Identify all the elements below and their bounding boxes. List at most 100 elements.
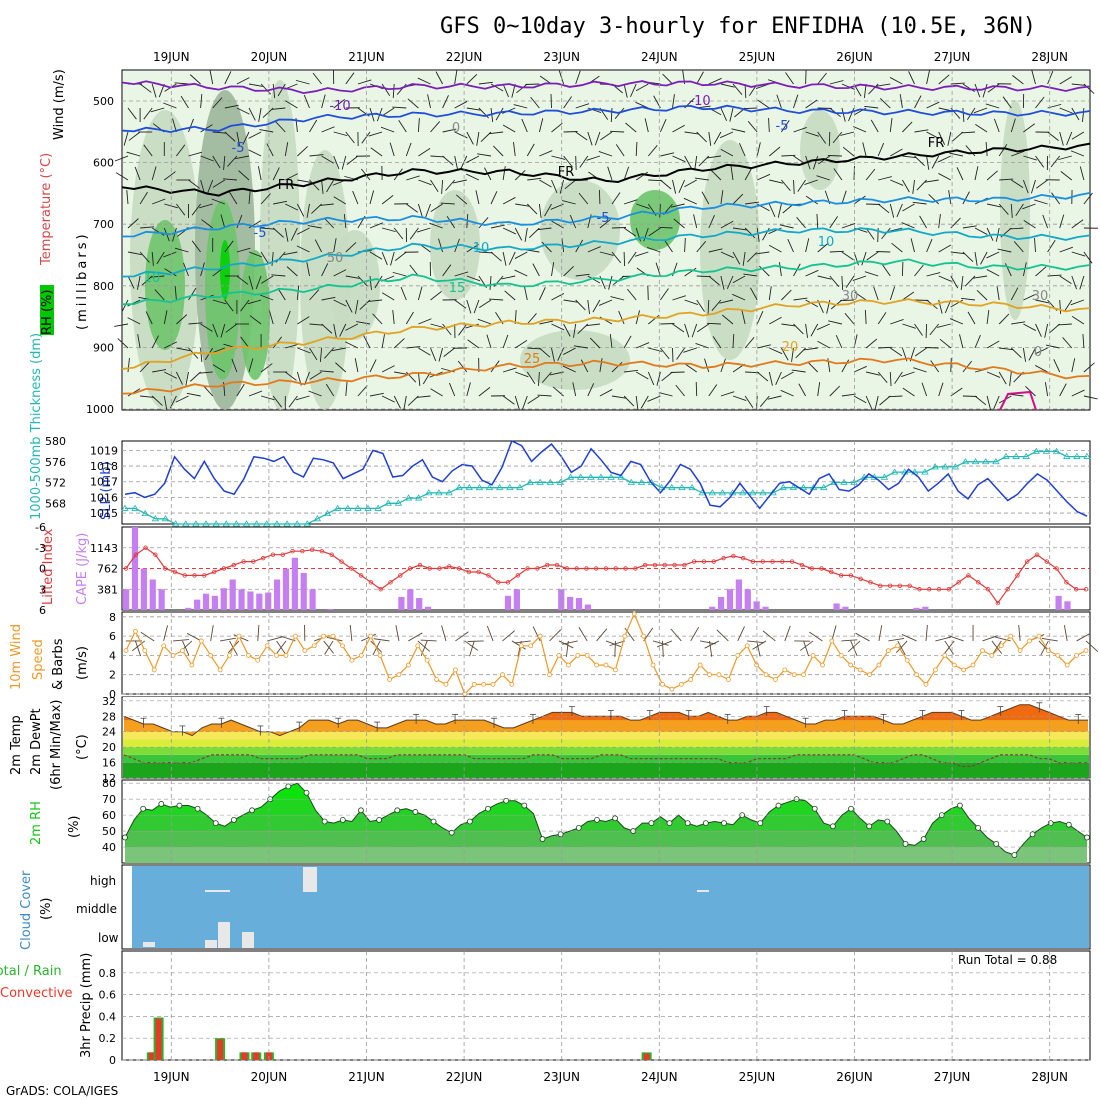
cloud-title: Cloud Cover (19, 870, 34, 950)
wind-speed-point (443, 681, 449, 687)
thickness-point (931, 463, 939, 470)
wind-barb (914, 264, 924, 277)
wind-tick: 0 (109, 688, 116, 701)
wind10m-barb (831, 625, 837, 642)
wind10m-barb (1041, 637, 1058, 642)
lifted-index-point (554, 562, 560, 568)
wind-barb (706, 155, 721, 159)
wind-barb (1051, 192, 1061, 205)
precip-tick: 0.8 (99, 967, 117, 980)
wind-barb (1023, 219, 1036, 229)
wind10m-barb (469, 640, 475, 657)
isotherm-label: FR (928, 136, 945, 151)
wind-barb (466, 299, 472, 314)
wind-barb (967, 311, 976, 325)
lifted-index-point (280, 552, 285, 557)
cape-bar (567, 596, 574, 610)
wind10m-barb (1040, 640, 1049, 656)
wind-barb (914, 95, 922, 109)
wind-barb (648, 227, 661, 237)
wind-barb (732, 275, 746, 284)
wind-barb (853, 195, 866, 205)
wind-barb (224, 299, 234, 312)
cape-bar (762, 606, 769, 610)
lifted-index-point (858, 576, 863, 582)
wind-barb (514, 395, 520, 410)
wind-barb (742, 251, 746, 266)
lifted-index-point (917, 587, 922, 592)
dewpt2m-label: 2m DewPt (29, 708, 44, 775)
wind10m-barb (609, 640, 625, 647)
wind10m-barb (752, 640, 767, 650)
cape-bar (282, 568, 290, 610)
wind-barb (539, 179, 552, 188)
wind-barb (644, 118, 649, 133)
wind-speed-point (678, 681, 684, 687)
wind-barb (833, 168, 843, 181)
isotherm-label: 10 (818, 235, 835, 250)
wind-speed-point (349, 657, 355, 663)
wind-barb (333, 269, 347, 277)
rh-point (466, 818, 473, 825)
thickness-point (840, 478, 848, 485)
wind-speed-point (1027, 638, 1032, 644)
thickness-point (161, 515, 170, 522)
wind-barb (829, 80, 844, 85)
thickness-point (516, 483, 524, 491)
wind-barb (575, 103, 590, 109)
wind-barb (398, 120, 407, 133)
thickness-point (1012, 452, 1020, 459)
wind-barb (442, 323, 452, 336)
wind-speed-point (725, 677, 731, 682)
slp-line (124, 439, 1088, 517)
lifted-index-point (1054, 566, 1059, 571)
wind-barb (706, 322, 721, 325)
wind10m-barb (562, 640, 578, 645)
wind-barb (504, 290, 516, 301)
wind-barb (712, 336, 722, 349)
rh-point (503, 797, 510, 804)
wind-barb (938, 382, 944, 397)
cape-bar (922, 606, 929, 610)
wind-barb (1071, 275, 1078, 290)
wind10m-barb (257, 624, 260, 641)
wind-barb (704, 358, 710, 373)
wind-barb (781, 347, 789, 361)
wind-barb (1002, 96, 1012, 109)
wind-barb (817, 340, 831, 349)
wind-barb (1044, 382, 1049, 397)
wind-barb (1035, 96, 1045, 109)
wind-barb (658, 392, 673, 397)
wind-barb (127, 218, 139, 229)
wind-barb (453, 179, 467, 184)
lifted-index-point (691, 559, 697, 564)
lifted-index-point (545, 562, 550, 568)
wind-speed-point (565, 662, 571, 668)
precip-frame (121, 950, 1091, 1061)
cloud-fill (132, 866, 1089, 948)
wind-barb (466, 382, 471, 397)
wind-barb (134, 166, 141, 181)
wind-barb (913, 367, 927, 373)
wind-barb (962, 251, 974, 263)
rh-tick: 80 (102, 777, 116, 790)
wind-barb (902, 203, 915, 212)
wind-barb (477, 153, 492, 157)
wind-barb (711, 299, 722, 312)
wind-barb (163, 310, 168, 325)
wind-speed-point (641, 633, 647, 639)
wind-barb (212, 323, 219, 338)
wind10m-barb (944, 640, 955, 654)
rh-point (957, 802, 963, 809)
wind-barb (1045, 344, 1060, 349)
wind-barb (959, 334, 964, 349)
wind-barb (227, 155, 238, 167)
wind-barb (731, 128, 746, 133)
thickness-point (759, 489, 767, 496)
wind10m-barb (565, 640, 569, 657)
isotherm-label: -5 (776, 119, 789, 134)
thickness-point (941, 463, 949, 470)
wind-barb (938, 74, 950, 85)
wind-barb (176, 144, 186, 157)
